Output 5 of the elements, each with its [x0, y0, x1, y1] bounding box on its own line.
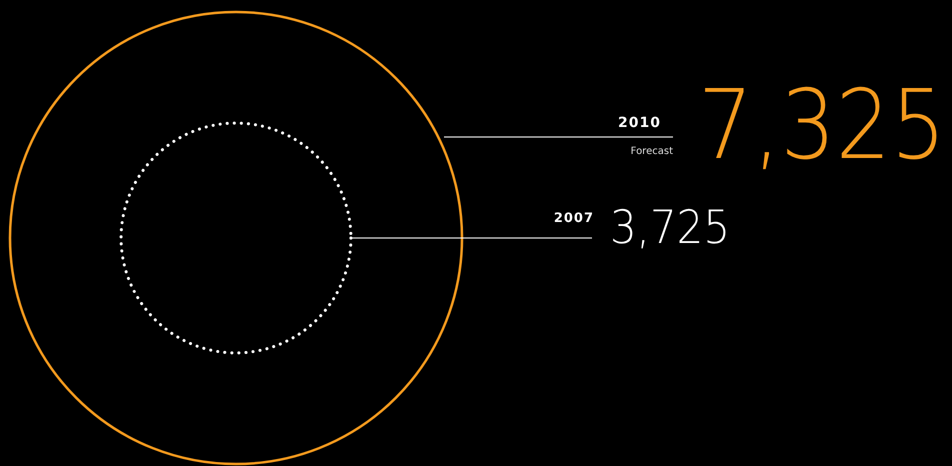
text: Forecast [630, 146, 674, 157]
data-label: 3,725 [610, 200, 742, 254]
category-label: 2010 [618, 115, 661, 131]
data-label: 7,325 [698, 69, 952, 181]
category-label: 2007 [554, 211, 594, 226]
